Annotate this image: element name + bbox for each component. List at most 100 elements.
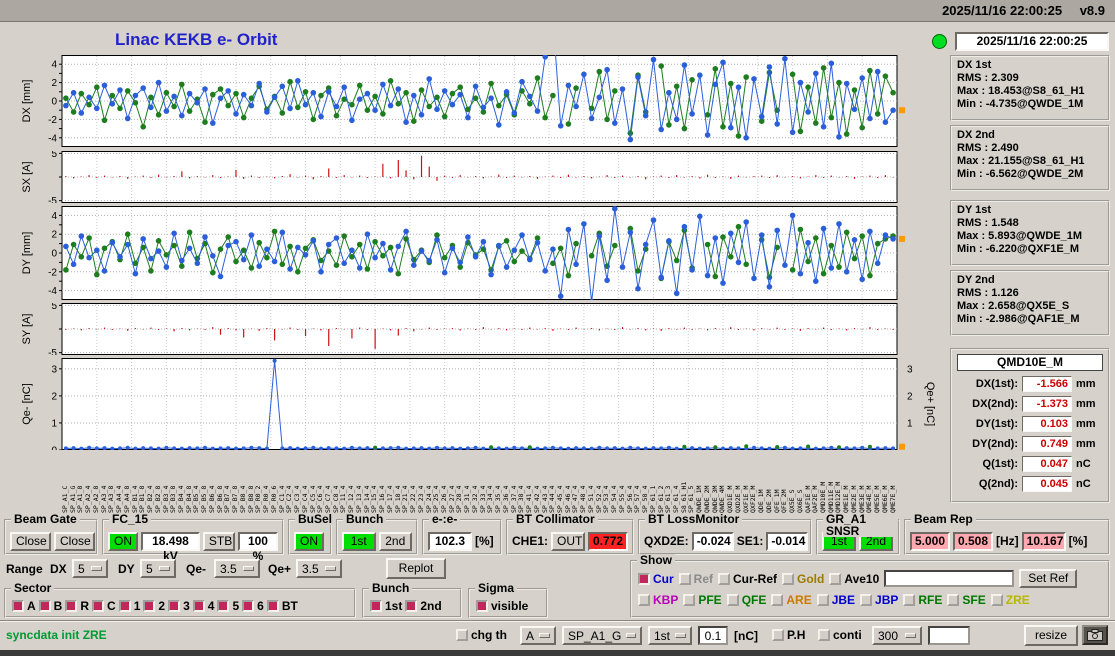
checkbox-icon[interactable] bbox=[818, 629, 830, 641]
busel-on-button[interactable]: ON bbox=[294, 531, 324, 551]
show-ref-checkbox[interactable]: Ref bbox=[678, 572, 713, 586]
fc15-on-button[interactable]: ON bbox=[108, 531, 138, 551]
bunch-checkbox-2nd[interactable]: 2nd bbox=[405, 599, 442, 613]
range-qe-plus-select[interactable]: 3.5 bbox=[296, 559, 342, 578]
show-gold-checkbox[interactable]: Gold bbox=[782, 572, 824, 586]
aux-input[interactable] bbox=[928, 626, 970, 645]
checkbox-icon[interactable] bbox=[990, 594, 1003, 606]
sector-checkbox-r[interactable]: R bbox=[65, 599, 89, 613]
show-qfe-checkbox[interactable]: QFE bbox=[726, 593, 766, 607]
charge-plot[interactable]: 3 2 1 0 Qe- [nC] 3 2 1 Qe+ [nC] bbox=[0, 358, 940, 450]
checkbox-icon[interactable] bbox=[683, 594, 696, 606]
sector-checkbox-c[interactable]: C bbox=[92, 599, 116, 613]
checkbox-icon[interactable] bbox=[456, 629, 468, 641]
checkbox-icon[interactable] bbox=[143, 600, 156, 612]
bunch-1st-button[interactable]: 1st bbox=[342, 531, 376, 551]
show-cur-checkbox[interactable]: Cur bbox=[638, 572, 674, 586]
checkbox-icon[interactable] bbox=[903, 594, 916, 606]
beam-gate-close-button-1[interactable]: Close bbox=[10, 531, 51, 551]
checkbox-icon[interactable] bbox=[782, 572, 795, 585]
sector-select[interactable]: A bbox=[520, 626, 556, 645]
svg-text:2: 2 bbox=[51, 391, 57, 402]
sigma-group: Sigma visible bbox=[468, 582, 548, 618]
sector-checkbox-2[interactable]: 2 bbox=[143, 599, 165, 613]
show-ave10-checkbox[interactable]: Ave10 bbox=[829, 572, 879, 586]
show-sfe-checkbox[interactable]: SFE bbox=[947, 593, 986, 607]
dx-orbit-plot[interactable]: 4 2 0 -2 -4 DX [mm] bbox=[0, 55, 940, 147]
x-axis-label: QXD1E_M bbox=[727, 485, 735, 513]
checkbox-icon[interactable] bbox=[242, 600, 255, 612]
show-zre-checkbox[interactable]: ZRE bbox=[990, 593, 1030, 607]
checkbox-icon[interactable] bbox=[476, 600, 488, 612]
checkbox-icon[interactable] bbox=[816, 594, 829, 606]
checkbox-icon[interactable] bbox=[266, 600, 279, 612]
sector-checkbox-1[interactable]: 1 bbox=[118, 599, 140, 613]
checkbox-icon[interactable] bbox=[678, 572, 691, 585]
sector-checkbox-bt[interactable]: BT bbox=[266, 599, 298, 613]
checkbox-icon[interactable] bbox=[168, 600, 181, 612]
sy-steering-plot[interactable]: 5 -5 SY [A] bbox=[0, 303, 940, 355]
show-jbp-checkbox[interactable]: JBP bbox=[860, 593, 898, 607]
checkbox-icon[interactable] bbox=[771, 594, 784, 606]
sector-checkbox-6[interactable]: 6 bbox=[242, 599, 264, 613]
dy-orbit-plot[interactable]: 4 2 0 -2 -4 DY [mm] bbox=[0, 206, 940, 300]
checkbox-icon[interactable] bbox=[192, 600, 205, 612]
bunch-select[interactable]: 1st bbox=[648, 626, 692, 645]
resize-button[interactable]: resize bbox=[1024, 625, 1078, 646]
checkbox-icon[interactable] bbox=[718, 572, 731, 585]
checkbox-icon[interactable] bbox=[829, 572, 842, 585]
checkbox-icon[interactable] bbox=[638, 594, 650, 606]
show-are-checkbox[interactable]: ARE bbox=[771, 593, 812, 607]
show-jbe-checkbox[interactable]: JBE bbox=[816, 593, 855, 607]
range-qe-minus-select[interactable]: 3.5 bbox=[214, 559, 260, 578]
show-kbp-checkbox[interactable]: KBP bbox=[638, 593, 678, 607]
checkbox-icon[interactable] bbox=[217, 600, 230, 612]
checkbox-icon[interactable] bbox=[118, 600, 131, 612]
replot-button[interactable]: Replot bbox=[386, 558, 446, 579]
beam-gate-close-button-2[interactable]: Close bbox=[54, 531, 95, 551]
x-axis-label: SP_C3_4 bbox=[294, 485, 302, 513]
range-qe-minus-label: Qe- bbox=[186, 562, 207, 576]
checkbox-icon[interactable] bbox=[12, 600, 24, 612]
range-dy-select[interactable]: 5 bbox=[140, 559, 176, 578]
ph-checkbox[interactable]: P.H bbox=[772, 628, 805, 642]
screenshot-button[interactable] bbox=[1082, 625, 1108, 645]
show-cur-ref-checkbox[interactable]: Cur-Ref bbox=[718, 572, 777, 586]
che1-out-button[interactable]: OUT bbox=[551, 531, 586, 551]
threshold-input[interactable] bbox=[698, 626, 728, 645]
sector-checkbox-4[interactable]: 4 bbox=[192, 599, 214, 613]
bunch-checkbox-1st[interactable]: 1st bbox=[370, 599, 402, 613]
range-dx-select[interactable]: 5 bbox=[72, 559, 108, 578]
sector-checkbox-b[interactable]: B bbox=[38, 599, 62, 613]
checkbox-icon[interactable] bbox=[726, 594, 739, 606]
monitor-name[interactable]: QMD10E_M bbox=[957, 354, 1103, 371]
sector-checkbox-5[interactable]: 5 bbox=[217, 599, 239, 613]
checkbox-icon[interactable] bbox=[38, 600, 51, 612]
checkbox-icon[interactable] bbox=[947, 594, 960, 606]
sx-steering-plot[interactable]: 5 -5 SX [A] bbox=[0, 151, 940, 203]
show-pfe-checkbox[interactable]: PFE bbox=[683, 593, 722, 607]
monitor-select[interactable]: SP_A1_G bbox=[562, 626, 642, 645]
checkbox-icon[interactable] bbox=[405, 600, 418, 612]
checkbox-icon[interactable] bbox=[772, 629, 784, 641]
sigma-visible-checkbox[interactable]: visible bbox=[476, 599, 528, 613]
fc15-stb-button[interactable]: STB bbox=[202, 531, 235, 551]
interval-select[interactable]: 300 bbox=[872, 626, 922, 645]
bunch-2nd-button[interactable]: 2nd bbox=[378, 531, 412, 551]
x-axis-label: QAF2E_M bbox=[812, 485, 820, 513]
show-rfe-checkbox[interactable]: RFE bbox=[903, 593, 942, 607]
checkbox-icon[interactable] bbox=[638, 572, 650, 585]
beam-gate-group: Beam Gate Close Close bbox=[4, 513, 98, 555]
conti-checkbox[interactable]: conti bbox=[818, 628, 862, 642]
sector-checkbox-a[interactable]: A bbox=[12, 599, 36, 613]
chg-th-checkbox[interactable]: chg th bbox=[456, 628, 507, 642]
set-ref-button[interactable]: Set Ref bbox=[1019, 569, 1078, 588]
option-menu-dash bbox=[325, 566, 336, 571]
checkbox-icon[interactable] bbox=[370, 600, 382, 612]
ref-file-input[interactable] bbox=[884, 570, 1015, 587]
checkbox-icon[interactable] bbox=[860, 594, 873, 606]
sector-checkbox-3[interactable]: 3 bbox=[168, 599, 190, 613]
monitor-value: 0.103 bbox=[1022, 416, 1072, 432]
checkbox-icon[interactable] bbox=[92, 600, 105, 612]
checkbox-icon[interactable] bbox=[65, 600, 78, 612]
